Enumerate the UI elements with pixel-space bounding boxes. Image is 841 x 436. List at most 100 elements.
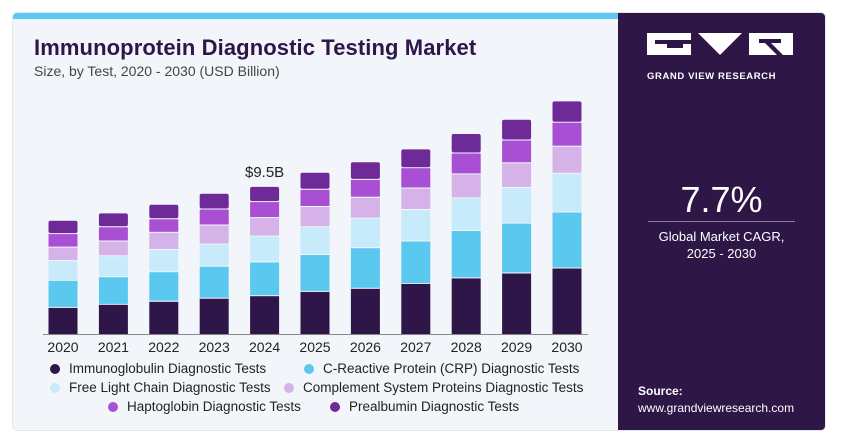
cagr-label-line2: 2025 - 2030 bbox=[686, 246, 757, 261]
bar-segment-2020-3 bbox=[48, 261, 78, 280]
legend-item-5: Haptoglobin Diagnostic Tests bbox=[108, 399, 301, 414]
bar-segment-2025-3 bbox=[300, 227, 330, 254]
legend-swatch-2 bbox=[304, 363, 314, 374]
bar-segment-2021-4 bbox=[98, 241, 128, 256]
x-tick-label-2024: 2024 bbox=[249, 339, 280, 355]
bar-segment-2023-4 bbox=[199, 225, 229, 244]
legend-label-1: Immunoglobulin Diagnostic Tests bbox=[69, 361, 267, 376]
bar-segment-2029-5 bbox=[502, 140, 532, 163]
bar-segment-2024-5 bbox=[250, 202, 280, 218]
accent-bar bbox=[13, 13, 618, 19]
bar-segment-2026-3 bbox=[350, 218, 380, 248]
bar-segment-2020-6 bbox=[48, 220, 78, 234]
legend-item-3: Free Light Chain Diagnostic Tests bbox=[50, 380, 271, 395]
x-tick-label-2027: 2027 bbox=[400, 339, 431, 355]
bar-segment-2020-4 bbox=[48, 247, 78, 261]
cagr-label: Global Market CAGR, 2025 - 2030 bbox=[618, 228, 825, 262]
bar-segment-2023-5 bbox=[199, 209, 229, 225]
bar-segment-2029-4 bbox=[502, 163, 532, 187]
bar-segment-2030-4 bbox=[552, 146, 582, 173]
bar-segment-2026-4 bbox=[350, 197, 380, 218]
legend-label-2: C-Reactive Protein (CRP) Diagnostic Test… bbox=[323, 361, 580, 376]
x-tick-label-2022: 2022 bbox=[148, 339, 179, 355]
bar-segment-2022-2 bbox=[149, 272, 179, 301]
x-tick-label-2023: 2023 bbox=[199, 339, 230, 355]
annotation-2024: $9.5B bbox=[245, 164, 284, 181]
x-tick-label-2030: 2030 bbox=[551, 339, 582, 355]
chart-card: Immunoprotein Diagnostic Testing Market … bbox=[13, 13, 825, 430]
bar-segment-2023-1 bbox=[199, 298, 229, 334]
bar-segment-2024-6 bbox=[250, 186, 280, 202]
cagr-divider bbox=[648, 221, 795, 222]
bar-segment-2028-4 bbox=[451, 174, 481, 198]
bar-segment-2020-2 bbox=[48, 280, 78, 307]
bar-segment-2029-6 bbox=[502, 119, 532, 140]
source-label: Source: bbox=[638, 384, 683, 398]
bar-segment-2020-1 bbox=[48, 307, 78, 334]
legend-item-2: C-Reactive Protein (CRP) Diagnostic Test… bbox=[304, 361, 579, 376]
logo-text: GRAND VIEW RESEARCH bbox=[647, 71, 777, 82]
bar-segment-2029-2 bbox=[502, 223, 532, 273]
legend-label-4: Complement System Proteins Diagnostic Te… bbox=[303, 380, 584, 395]
legend-item-6: Prealbumin Diagnostic Tests bbox=[330, 399, 519, 414]
legend-swatch-1 bbox=[50, 363, 60, 374]
bar-segment-2021-3 bbox=[98, 256, 128, 277]
bar-segment-2022-3 bbox=[149, 250, 179, 272]
bar-segment-2022-1 bbox=[149, 301, 179, 334]
chart-area: Immunoprotein Diagnostic Testing Market … bbox=[13, 13, 618, 430]
x-tick-label-2025: 2025 bbox=[299, 339, 330, 355]
bar-segment-2020-5 bbox=[48, 234, 78, 247]
cagr-value: 7.7% bbox=[680, 179, 763, 220]
bar-segment-2023-2 bbox=[199, 266, 229, 298]
bar-segment-2028-6 bbox=[451, 134, 481, 153]
bar-segment-2023-3 bbox=[199, 244, 229, 266]
bar-segment-2026-2 bbox=[350, 248, 380, 288]
legend-item-1: Immunoglobulin Diagnostic Tests bbox=[50, 361, 266, 376]
legend-swatch-3 bbox=[50, 382, 60, 393]
bar-segment-2023-6 bbox=[199, 193, 229, 209]
bar-segment-2029-3 bbox=[502, 187, 532, 223]
bar-segment-2021-6 bbox=[98, 213, 128, 227]
bar-segment-2026-5 bbox=[350, 179, 380, 197]
bar-segment-2030-5 bbox=[552, 122, 582, 146]
legend-item-4: Complement System Proteins Diagnostic Te… bbox=[284, 380, 583, 395]
bar-segment-2021-5 bbox=[98, 227, 128, 241]
source-url[interactable]: www.grandviewresearch.com bbox=[638, 401, 795, 415]
bar-segment-2030-2 bbox=[552, 212, 582, 268]
bar-segment-2027-3 bbox=[401, 210, 431, 241]
legend-swatch-5 bbox=[108, 401, 118, 412]
bar-segment-2025-6 bbox=[300, 172, 330, 189]
grand-view-research-logo bbox=[647, 33, 793, 55]
stacked-bar-chart: 2020 2021 2022 2023 2024 $9.5B 2025 2026 2027 202… bbox=[43, 101, 588, 355]
side-panel: GRAND VIEW RESEARCH 7.7% Global Market C… bbox=[618, 13, 825, 430]
cagr-label-line1: Global Market CAGR, bbox=[658, 229, 785, 244]
bar-segment-2028-3 bbox=[451, 198, 481, 230]
bar-segment-2027-6 bbox=[401, 149, 431, 168]
bar-segment-2027-4 bbox=[401, 188, 431, 209]
bar-segment-2022-6 bbox=[149, 204, 179, 219]
bar-segment-2025-4 bbox=[300, 207, 330, 227]
x-tick-label-2026: 2026 bbox=[350, 339, 381, 355]
chart-subtitle: Size, by Test, 2020 - 2030 (USD Billion) bbox=[34, 63, 280, 79]
bar-segment-2025-5 bbox=[300, 189, 330, 206]
bar-segment-2030-1 bbox=[552, 268, 582, 334]
bar-segment-2022-4 bbox=[149, 232, 179, 249]
bar-segment-2024-3 bbox=[250, 236, 280, 262]
x-tick-label-2021: 2021 bbox=[98, 339, 129, 355]
bar-segment-2028-2 bbox=[451, 231, 481, 278]
legend-label-6: Prealbumin Diagnostic Tests bbox=[349, 399, 520, 414]
x-tick-label-2020: 2020 bbox=[47, 339, 78, 355]
legend-label-3: Free Light Chain Diagnostic Tests bbox=[69, 380, 271, 395]
bar-segment-2024-4 bbox=[250, 218, 280, 236]
bar-segment-2029-1 bbox=[502, 273, 532, 334]
bar-segment-2027-1 bbox=[401, 283, 431, 334]
bar-segment-2027-2 bbox=[401, 241, 431, 283]
bar-segment-2025-1 bbox=[300, 291, 330, 334]
x-tick-label-2028: 2028 bbox=[451, 339, 482, 355]
bar-segment-2021-2 bbox=[98, 277, 128, 304]
bar-segment-2025-2 bbox=[300, 255, 330, 291]
chart-title: Immunoprotein Diagnostic Testing Market bbox=[34, 35, 477, 60]
bar-segment-2027-5 bbox=[401, 168, 431, 188]
bar-segment-2024-2 bbox=[250, 262, 280, 296]
bar-segment-2028-1 bbox=[451, 278, 481, 334]
